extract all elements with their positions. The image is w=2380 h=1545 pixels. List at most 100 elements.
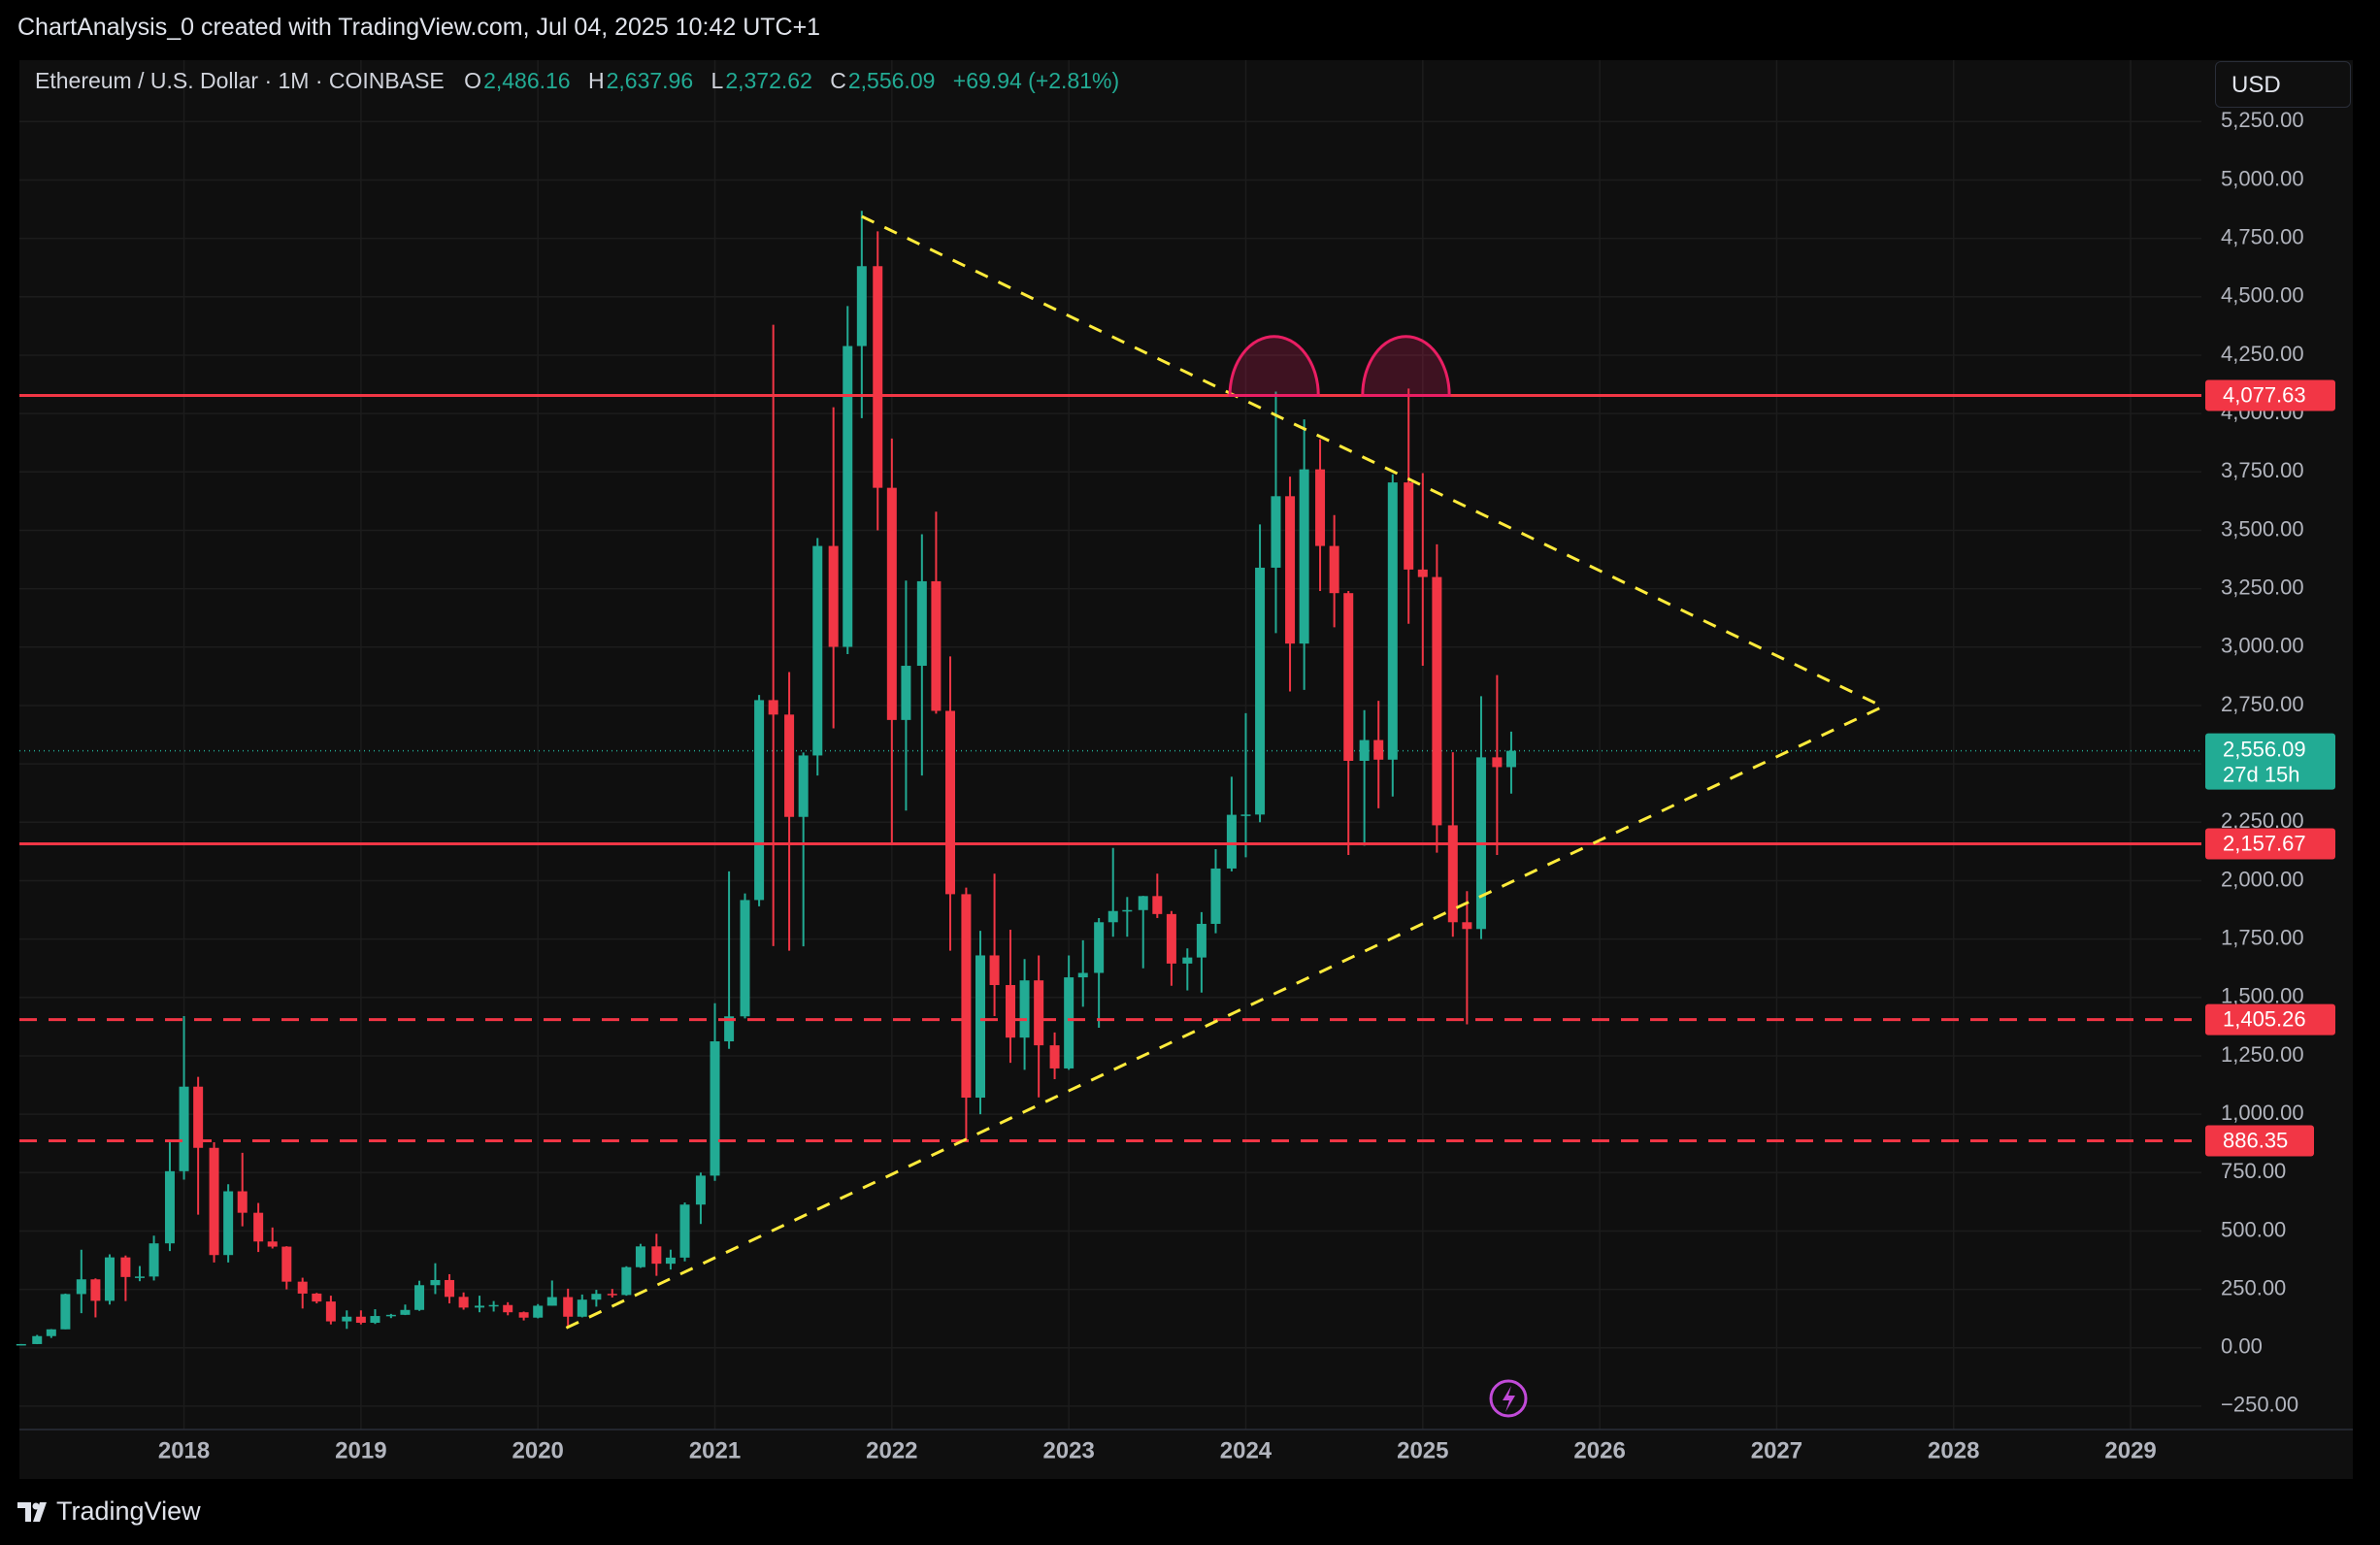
- legend-header: Ethereum / U.S. Dollar · 1M · COINBASE O…: [35, 68, 1131, 94]
- x-tick-label: 2026: [1573, 1437, 1625, 1463]
- candle-body: [886, 487, 897, 720]
- y-tick-label: 0.00: [2221, 1334, 2263, 1359]
- candle-body: [961, 894, 972, 1099]
- candle-body: [503, 1304, 513, 1313]
- candle-body: [1226, 814, 1237, 869]
- candle-body: [60, 1294, 71, 1330]
- candle-body: [754, 700, 765, 901]
- candle-body: [695, 1175, 706, 1205]
- level-label-box: [2205, 1125, 2314, 1157]
- candle-body: [475, 1305, 485, 1308]
- y-tick-label: 3,500.00: [2221, 516, 2304, 541]
- y-tick-label: 750.00: [2221, 1159, 2286, 1183]
- ohlc-value: 2,637.96: [606, 68, 694, 93]
- candle-body: [32, 1335, 43, 1344]
- symbol: Ethereum / U.S. Dollar · 1M · COINBASE: [35, 68, 445, 93]
- candle-body: [1432, 576, 1442, 826]
- candle-body: [1462, 922, 1472, 930]
- candle-body: [1387, 482, 1398, 760]
- candle-body: [1152, 896, 1163, 914]
- candle-body: [267, 1241, 278, 1247]
- candle-body: [1373, 740, 1384, 760]
- candle-body: [931, 580, 942, 711]
- ohlc-value: 2,372.62: [725, 68, 812, 93]
- candle-body: [533, 1305, 544, 1318]
- candle-body: [621, 1266, 632, 1296]
- trendline: [565, 705, 1884, 1330]
- candle-body: [577, 1299, 587, 1317]
- candle-body: [414, 1285, 425, 1310]
- level-label-box: [2205, 828, 2335, 860]
- candle-body: [1049, 1045, 1060, 1068]
- candle-body: [355, 1316, 366, 1324]
- candle-body: [445, 1279, 455, 1298]
- candle-body: [873, 266, 883, 488]
- candle-body: [209, 1147, 219, 1256]
- y-tick-label: −250.00: [2221, 1393, 2298, 1417]
- candle-body: [1166, 913, 1176, 964]
- candle-body: [724, 1016, 735, 1042]
- x-tick-label: 2029: [2104, 1437, 2156, 1463]
- y-tick-label: 3,750.00: [2221, 458, 2304, 482]
- candle-body: [798, 755, 809, 817]
- candle-body: [828, 545, 839, 647]
- level-label: 886.35: [2223, 1128, 2288, 1152]
- candle-body: [1285, 496, 1296, 644]
- y-tick-label: 4,250.00: [2221, 342, 2304, 366]
- candle-body: [16, 1343, 26, 1346]
- level-label-box: [2205, 1003, 2335, 1035]
- y-tick-label: 1,000.00: [2221, 1101, 2304, 1125]
- y-tick-label: 2,000.00: [2221, 867, 2304, 891]
- x-tick-label: 2027: [1751, 1437, 1802, 1463]
- y-tick-label: 1,500.00: [2221, 984, 2304, 1008]
- candle-body: [1299, 469, 1309, 644]
- ohlc-key: L: [711, 68, 724, 93]
- last-price-label: 2,556.09: [2223, 737, 2306, 761]
- y-tick-label: 4,500.00: [2221, 283, 2304, 308]
- candle-body: [740, 900, 750, 1017]
- candle-body: [370, 1316, 380, 1324]
- x-tick-label: 2028: [1928, 1437, 1979, 1463]
- candle-body: [46, 1329, 56, 1336]
- candle-body: [1271, 496, 1281, 568]
- candle-body: [1122, 909, 1133, 912]
- candle-body: [1005, 985, 1015, 1038]
- x-tick-label: 2025: [1397, 1437, 1448, 1463]
- y-tick-label: 2,750.00: [2221, 692, 2304, 716]
- candle-body: [90, 1279, 101, 1301]
- candle-body: [193, 1086, 204, 1148]
- x-tick-label: 2024: [1220, 1437, 1273, 1463]
- y-tick-label: 5,000.00: [2221, 166, 2304, 190]
- candle-body: [518, 1312, 529, 1318]
- candle-body: [607, 1294, 617, 1296]
- candle-body: [856, 266, 867, 346]
- candle-body: [1077, 972, 1088, 978]
- candle-body: [812, 545, 823, 756]
- candle-body: [297, 1281, 308, 1294]
- attribution: ChartAnalysis_0 created with TradingView…: [17, 14, 821, 41]
- y-tick-label: 3,250.00: [2221, 575, 2304, 599]
- candle-body: [281, 1246, 292, 1282]
- x-tick-label: 2018: [158, 1437, 210, 1463]
- ohlc-key: O: [464, 68, 482, 93]
- candle-body: [1359, 740, 1370, 761]
- candle-body: [1315, 469, 1326, 546]
- candle-body: [1064, 977, 1074, 1068]
- candle-body: [563, 1297, 574, 1317]
- y-tick-label: 1,750.00: [2221, 925, 2304, 949]
- candle-body: [325, 1301, 336, 1322]
- candle-body: [458, 1297, 469, 1308]
- candle-body: [253, 1212, 264, 1242]
- candle-body: [1447, 825, 1458, 923]
- candle-body: [1417, 569, 1428, 577]
- candle-body: [1034, 980, 1044, 1046]
- candle-body: [546, 1297, 557, 1306]
- level-label: 2,157.67: [2223, 831, 2306, 855]
- currency-button[interactable]: USD: [2215, 61, 2351, 108]
- x-tick-label: 2019: [335, 1437, 386, 1463]
- candle-body: [179, 1086, 189, 1171]
- y-tick-label: 4,750.00: [2221, 224, 2304, 248]
- candle-body: [237, 1191, 248, 1213]
- candle-body: [76, 1279, 86, 1295]
